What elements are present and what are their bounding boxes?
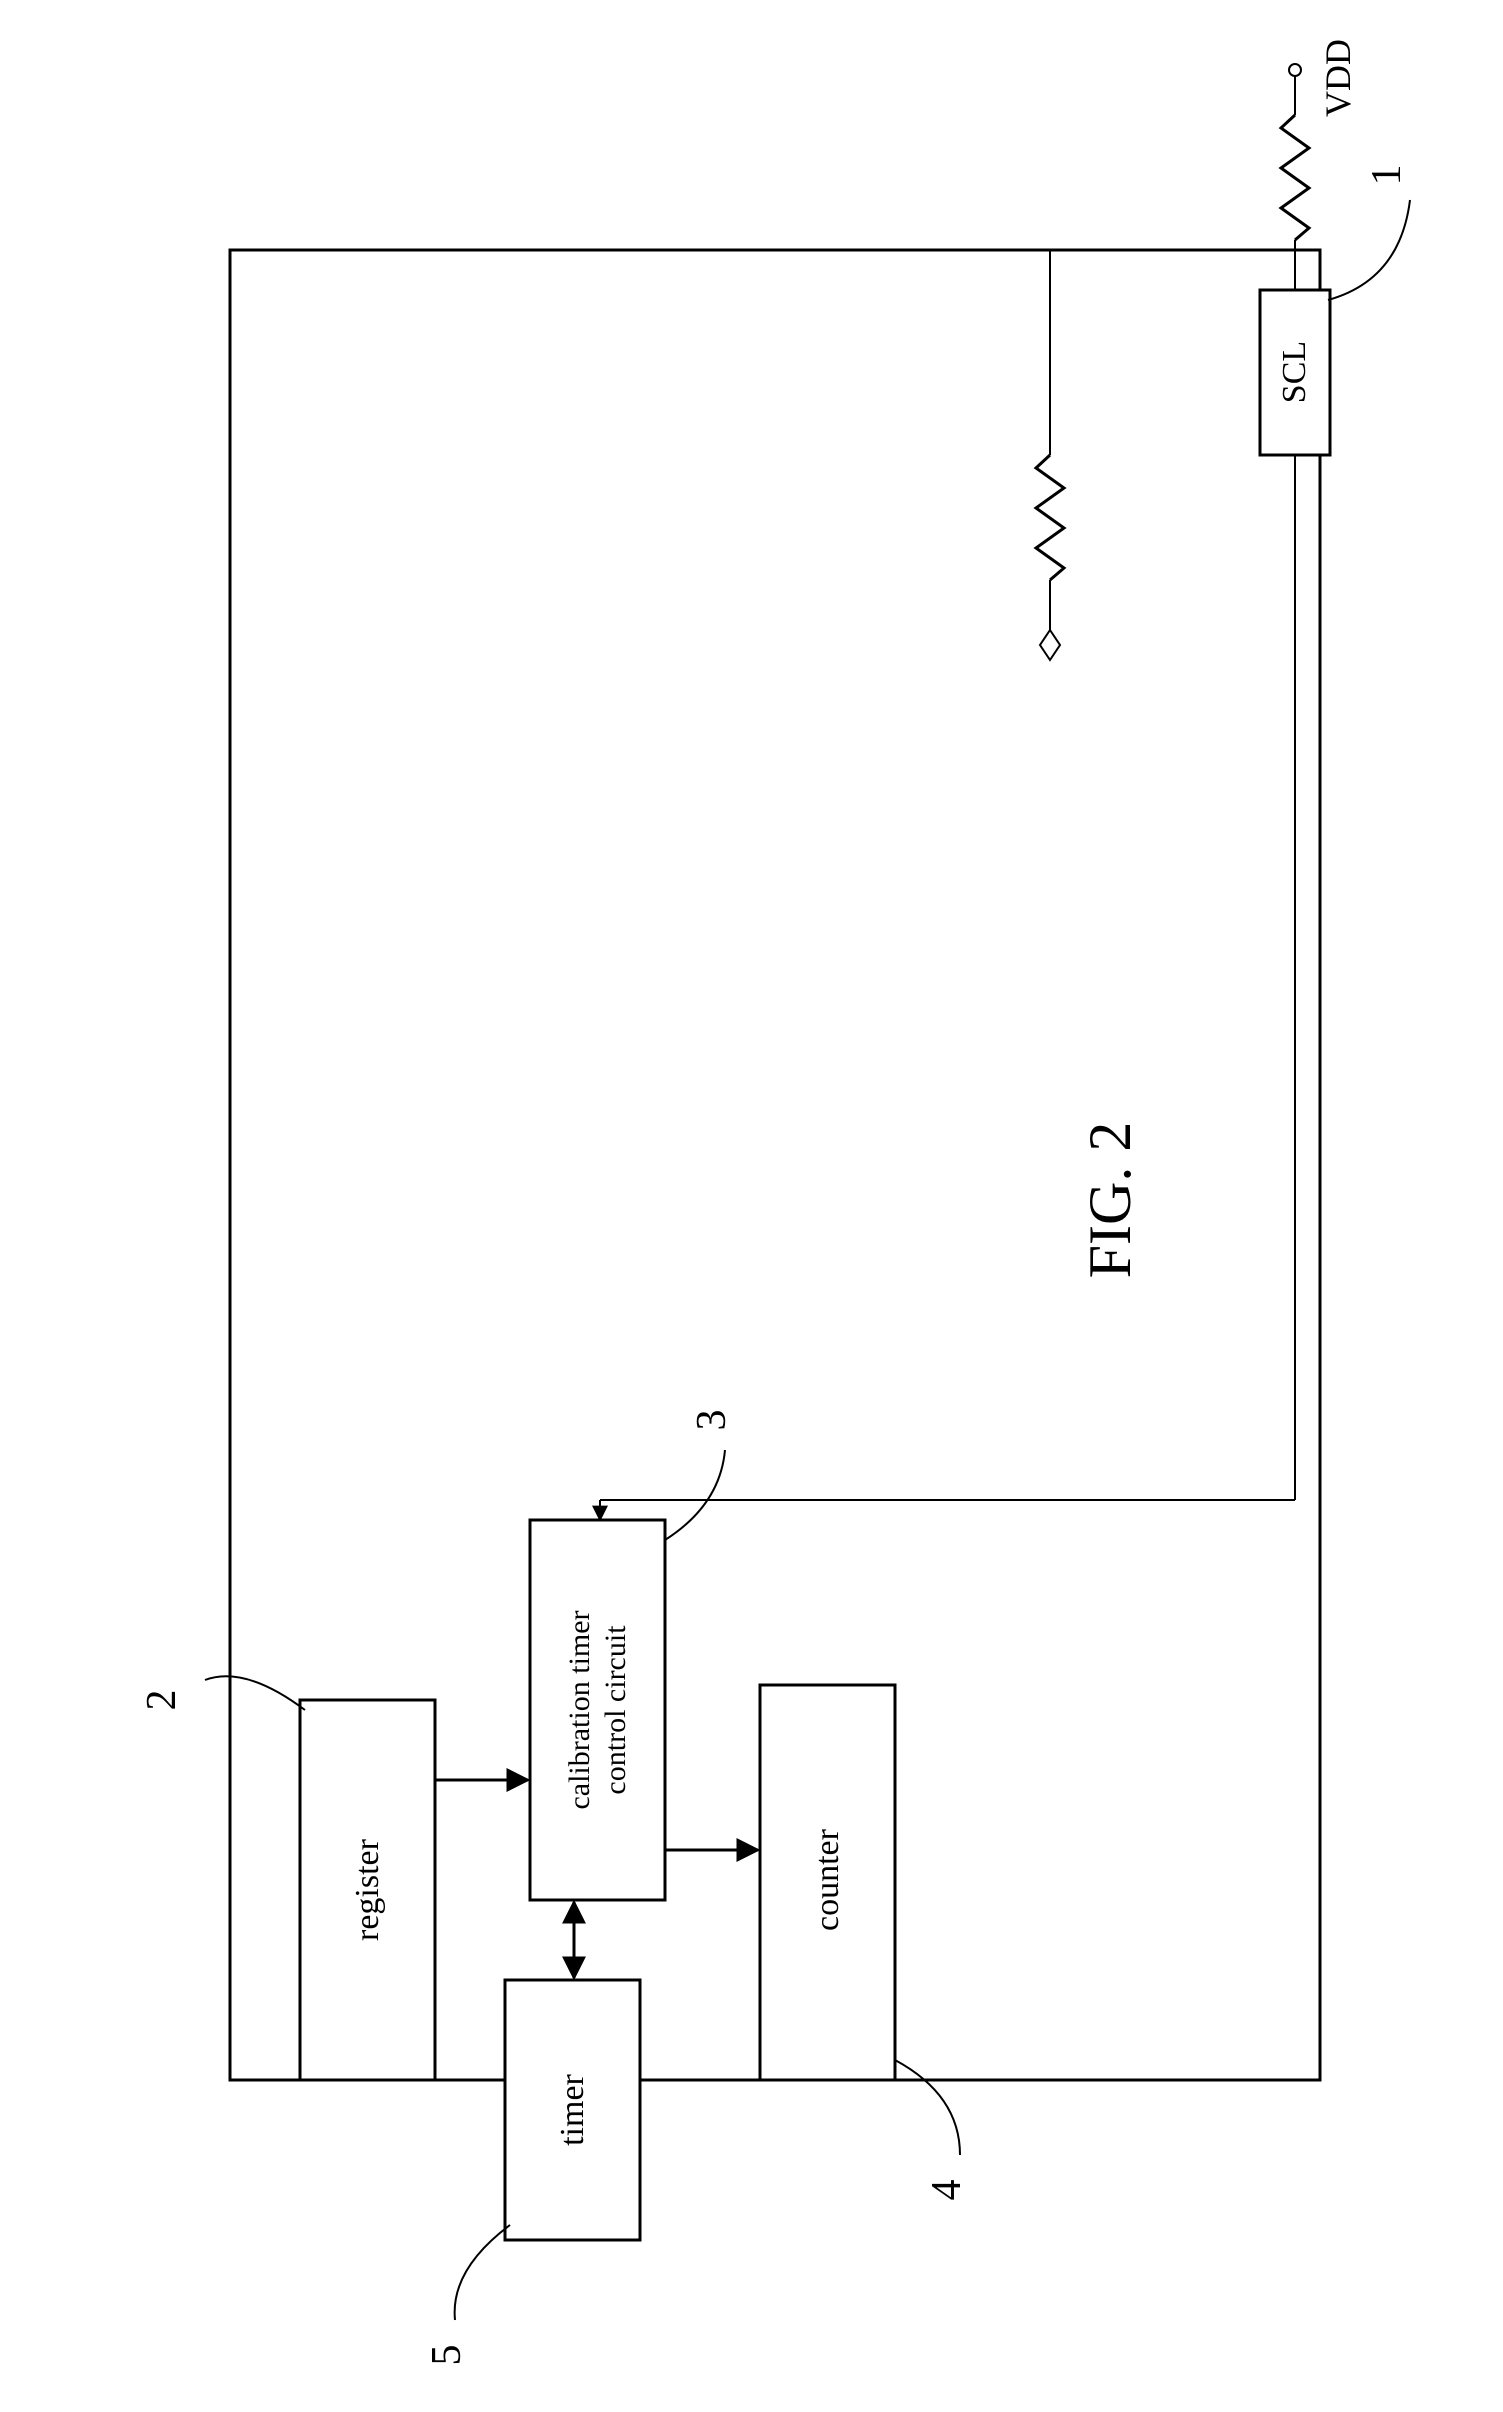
ref-leader-5 xyxy=(455,2225,510,2320)
vdd-label: VDD xyxy=(1318,39,1358,117)
ref-leader-1 xyxy=(1328,200,1410,300)
ref-leader-4 xyxy=(895,2060,960,2155)
ref-leader-3 xyxy=(665,1450,725,1540)
ref-label-5: 5 xyxy=(424,2345,470,2366)
scl-to-control-wire xyxy=(600,455,1295,1520)
control-label-line1: calibration timer xyxy=(563,1610,596,1809)
control-label-line2: control circuit xyxy=(599,1625,632,1795)
counter-label: counter xyxy=(809,1828,846,1931)
ref-label-1: 1 xyxy=(1364,165,1410,186)
register-label: register xyxy=(349,1838,386,1941)
control-box xyxy=(530,1520,665,1900)
sda-pullup xyxy=(1036,250,1064,660)
ref-label-3: 3 xyxy=(689,1410,735,1431)
timer-label: timer xyxy=(554,2073,591,2145)
figure-caption: FIG. 2 xyxy=(1077,1122,1143,1279)
ref-label-4: 4 xyxy=(924,2180,970,2201)
ref-leader-2 xyxy=(205,1676,305,1710)
ref-label-2: 2 xyxy=(139,1690,185,1711)
scl-label: SCL xyxy=(1276,341,1313,403)
